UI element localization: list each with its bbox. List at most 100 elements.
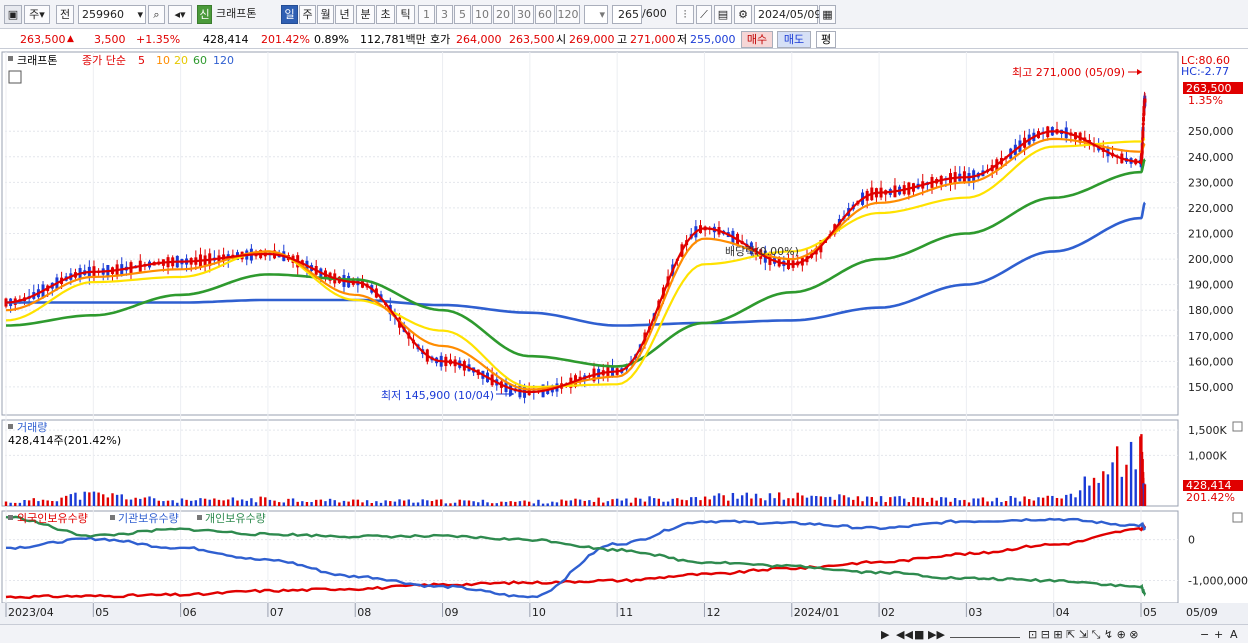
- interval-120-button[interactable]: 120: [556, 5, 580, 24]
- volume-bar: [83, 491, 86, 506]
- interval-3-button[interactable]: 3: [436, 5, 453, 24]
- price-tick-label: 210,000: [1188, 228, 1234, 241]
- period-minute-button[interactable]: 분: [356, 5, 375, 24]
- volume-bar: [1074, 497, 1077, 506]
- volume-bar: [176, 502, 179, 506]
- period-second-button[interactable]: 초: [376, 5, 395, 24]
- interval-60-button[interactable]: 60: [535, 5, 555, 24]
- interval-1-button[interactable]: 1: [418, 5, 435, 24]
- calendar-icon[interactable]: ▦: [819, 5, 836, 24]
- search-icon[interactable]: ⌕: [148, 5, 165, 24]
- volume-bar: [236, 500, 239, 506]
- price-tick-label: 220,000: [1188, 202, 1234, 215]
- last-price-label: 263,500: [1186, 82, 1232, 95]
- scroll-first-icon[interactable]: ◀◀: [896, 628, 913, 641]
- volume-bar: [722, 495, 725, 506]
- volume-close-icon[interactable]: [1232, 421, 1243, 432]
- price-tick-label: 240,000: [1188, 151, 1234, 164]
- volume-bar: [986, 501, 989, 506]
- scroll-right-icon[interactable]: ▶: [881, 628, 890, 641]
- interval-20-button[interactable]: 20: [493, 5, 513, 24]
- font-size-icon[interactable]: A: [1230, 628, 1238, 641]
- volume-bar: [639, 498, 642, 506]
- volume-bar: [1097, 482, 1100, 506]
- period-year-button[interactable]: 년: [335, 5, 354, 24]
- hc-value: HC:-2.77: [1181, 65, 1229, 78]
- stock-code-input[interactable]: 259960 ▾: [78, 5, 146, 24]
- volume-bar: [273, 500, 276, 506]
- save-icon[interactable]: ▤: [714, 5, 732, 24]
- volume-bar: [440, 499, 443, 506]
- low-label: 저: [677, 33, 688, 46]
- min-price-annotation: 최저 145,900 (10/04): [381, 389, 494, 402]
- ma60-legend: 60: [193, 54, 207, 67]
- volume-bar: [139, 498, 142, 506]
- tool-icons[interactable]: ⊡ ⊟ ⊞ ⇱ ⇲ ⤡ ↯ ⊕ ⊗: [1028, 628, 1139, 641]
- volume-bar: [565, 500, 568, 506]
- volume-bar: [666, 501, 670, 506]
- interval-30-button[interactable]: 30: [514, 5, 534, 24]
- volume-bar: [926, 501, 929, 506]
- volume-bar: [305, 501, 309, 506]
- volume-bar: [916, 497, 920, 506]
- period-month-button[interactable]: 월: [317, 5, 334, 24]
- volume-bar: [671, 498, 674, 506]
- volume-bar: [398, 499, 401, 506]
- volume-bar: [4, 501, 8, 506]
- zoom-slider[interactable]: [950, 628, 1020, 638]
- volume-bar: [268, 499, 272, 506]
- interval-10-button[interactable]: 10: [472, 5, 492, 24]
- volume-bar: [402, 500, 406, 506]
- grid-layer: [1, 51, 1179, 604]
- stop-icon[interactable]: ■: [914, 628, 925, 641]
- volume-bar: [555, 502, 559, 506]
- volume-bar: [277, 502, 281, 506]
- prev-button[interactable]: 전: [56, 5, 74, 24]
- period-unit-select[interactable]: 주▾: [24, 5, 50, 24]
- draw-tool-icon[interactable]: ⟋: [696, 5, 712, 24]
- zoom-out-icon[interactable]: −: [1200, 628, 1210, 641]
- holding-line-1: [6, 517, 1146, 599]
- count-input[interactable]: 265: [612, 5, 642, 24]
- holding-marker2-icon: [110, 515, 115, 520]
- holding-close-icon[interactable]: [1232, 512, 1243, 523]
- volume-bar: [967, 502, 971, 506]
- candle-icon[interactable]: ⫶: [676, 5, 694, 24]
- sell-button[interactable]: 매도: [777, 31, 811, 48]
- volume-bar: [421, 499, 424, 506]
- volume-bar: [435, 499, 438, 506]
- change-amount: 3,500: [94, 33, 126, 46]
- volume-bar: [523, 500, 526, 506]
- volume-bar: [949, 501, 952, 506]
- evaluation-button[interactable]: 평: [816, 31, 836, 48]
- volume-bar: [518, 501, 522, 506]
- period-tick-button[interactable]: 틱: [396, 5, 415, 24]
- holding-line-0: [5, 522, 1147, 600]
- zoom-in-icon[interactable]: +: [1214, 628, 1224, 641]
- interval-5-button[interactable]: 5: [454, 5, 471, 24]
- x-tick-label: 10: [532, 606, 546, 619]
- gear-icon[interactable]: ⚙: [734, 5, 752, 24]
- scroll-last-icon[interactable]: ▶▶: [928, 628, 945, 641]
- speaker-icon[interactable]: ◂▾: [168, 5, 192, 24]
- high-label: 고: [617, 33, 628, 46]
- volume-bar: [310, 502, 313, 506]
- max-price-annotation: 최고 271,000 (05/09): [1012, 66, 1125, 79]
- interval-input[interactable]: ▾: [584, 5, 608, 24]
- volume-tick-label: 1,000K: [1188, 449, 1227, 462]
- period-week-button[interactable]: 주: [299, 5, 316, 24]
- table-icon[interactable]: [8, 70, 22, 84]
- volume-bar: [690, 497, 693, 506]
- volume-bar: [537, 499, 540, 506]
- date-input[interactable]: 2024/05/09: [754, 5, 821, 24]
- volume-bar: [490, 503, 494, 506]
- volume-bar: [157, 500, 160, 506]
- period-day-button[interactable]: 일: [281, 5, 298, 24]
- volume-bar: [865, 496, 869, 506]
- volume-bar: [171, 500, 174, 506]
- volume-bar: [379, 502, 383, 506]
- volume-bar: [745, 492, 748, 506]
- buy-button[interactable]: 매수: [741, 31, 773, 48]
- volume-bar: [111, 493, 114, 506]
- window-icon[interactable]: ▣: [4, 5, 22, 24]
